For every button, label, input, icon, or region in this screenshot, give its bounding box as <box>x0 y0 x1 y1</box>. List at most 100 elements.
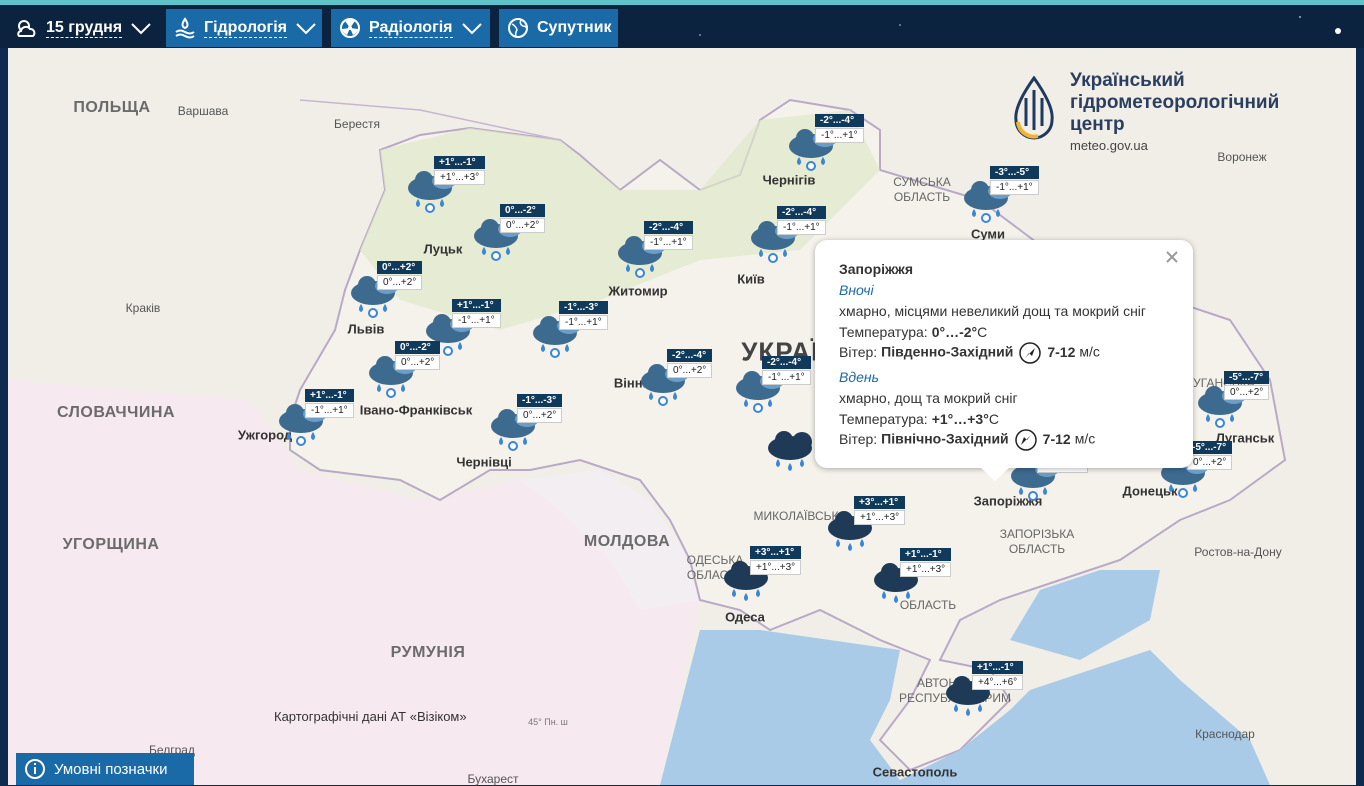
day-temp: 0°...+2° <box>395 355 441 370</box>
map-label: РУМУНІЯ <box>390 644 466 661</box>
night-temp: +1°...-1° <box>452 299 501 312</box>
map-label: Краснодар <box>1195 727 1255 741</box>
temp-box: +1°...-1° +1°...+3° <box>900 548 952 577</box>
chevron <box>461 23 482 35</box>
temp-box: 0°...+2° 0°...+2° <box>377 261 423 290</box>
temp-box: +1°...-1° -1°...+1° <box>305 389 354 418</box>
hydrology-menu[interactable]: Гідрологія <box>166 9 322 47</box>
map-label: ОБЛАСТЬ <box>1008 542 1066 556</box>
forecast-marker[interactable]: +3°...+1° +1°...+3° <box>718 546 802 613</box>
forecast-marker[interactable]: -2°...-4° -1°...+1° <box>745 206 826 273</box>
date-selector[interactable]: 15 грудня <box>14 9 160 47</box>
map-label: СЛОВАЧЧИНА <box>56 404 176 421</box>
forecast-marker[interactable]: -3°...-5° -1°...+1° <box>958 166 1039 233</box>
forecast-marker[interactable]: +1°...-1° -1°...+1° <box>273 389 354 456</box>
description: хмарно, місцями невеликий дощ та мокрий … <box>839 303 1147 319</box>
forecast-marker[interactable]: -5°...-7° 0°...+2° <box>1192 371 1270 438</box>
temp-box: -3°...-5° -1°...+1° <box>990 166 1039 195</box>
night-temp: +1°...-1° <box>972 661 1024 674</box>
globe-icon <box>508 18 528 38</box>
night-temp: -2°...-4° <box>644 221 693 234</box>
wind-label: Вітер: <box>839 430 878 447</box>
forecast-marker[interactable]: -2°...-4° 0°...+2° <box>635 349 713 416</box>
period-name: Вдень <box>839 369 879 385</box>
chevron <box>131 23 151 35</box>
popup: Запоріжжя Вночі хмарно, місцями невеликий… <box>815 240 1193 481</box>
radiology-menu[interactable]: Радіологія <box>331 9 490 47</box>
forecast-marker[interactable]: -2°...-4° -1°...+1° <box>730 356 811 423</box>
temp-label: Температура: <box>839 411 928 427</box>
map-label: Київ <box>737 271 765 287</box>
forecast-marker[interactable]: 0°...-2° 0°...+2° <box>363 341 441 408</box>
map-label: Івано-Франківськ <box>359 402 473 418</box>
day-temp: 0°...+2° <box>500 218 546 233</box>
forecast-marker[interactable]: 0°...+2° 0°...+2° <box>345 261 423 328</box>
wind-arrow <box>1009 429 1043 451</box>
night-temp: -5°...-7° <box>1224 371 1270 384</box>
map-label: МОЛДОВА <box>583 533 671 550</box>
forecast-marker[interactable]: -2°...-4° -1°...+1° <box>783 114 864 181</box>
logo-line: центр <box>1070 114 1125 135</box>
night-temp: 0°...-2° <box>395 341 441 354</box>
night-temp: -5°...-7° <box>1187 441 1233 454</box>
stars <box>699 16 1341 36</box>
map-label: Запоріжжя <box>973 493 1043 509</box>
legend-label: Умовні позначки <box>54 760 168 778</box>
forecast-marker[interactable]: -1°...-3° -1°...+1° <box>527 301 608 368</box>
temp-box: -5°...-7° 0°...+2° <box>1224 371 1270 400</box>
wind-direction: Південно-Західний <box>881 343 1014 360</box>
temp-value: +1°…+3° <box>931 411 989 427</box>
temp-value: 0°…-2° <box>931 324 978 340</box>
day-temp: 0°...+2° <box>517 408 563 423</box>
forecast-marker[interactable]: +3°...+1° +1°...+3° <box>822 496 906 563</box>
water-icon <box>175 17 195 39</box>
popup-pointer <box>980 467 1010 481</box>
night-temp: -1°...-3° <box>559 301 608 314</box>
day-temp: 0°...+2° <box>1224 385 1270 400</box>
forecast-marker[interactable]: -1°...-3° 0°...+2° <box>485 394 563 461</box>
map-label: Бухарест <box>467 772 519 786</box>
day-temp: -1°...+1° <box>644 235 693 250</box>
forecast-marker[interactable]: +1°...-1° +1°...+3° <box>402 156 486 223</box>
night-temp: -3°...-5° <box>990 166 1039 179</box>
wind-speed: 7-12 <box>1047 343 1076 360</box>
map-label: Краків <box>125 301 161 315</box>
weather-icon <box>762 428 824 483</box>
temp-unit: C <box>977 324 988 340</box>
night-temp: +3°...+1° <box>854 496 906 509</box>
chevron <box>296 23 316 35</box>
temp-label: Температура: <box>839 324 928 340</box>
day-temp: 0°...+2° <box>667 363 713 378</box>
map-label: ЗАПОРІЗЬКА <box>999 527 1075 541</box>
forecast-marker[interactable]: +1°...-1° +4°...+6° <box>940 661 1024 728</box>
close-button[interactable] <box>1163 248 1183 268</box>
forecast-marker[interactable]: -2°...-4° -1°...+1° <box>612 221 693 288</box>
map-label: УГОРЩИНА <box>62 536 160 553</box>
forecast-marker[interactable]: +1°...-1° +1°...+3° <box>868 548 952 615</box>
map-label: Чернівці <box>456 454 512 470</box>
day-temp: -1°...+1° <box>990 180 1039 195</box>
day-temp: -1°...+1° <box>305 403 354 418</box>
map-label: Луцьк <box>423 241 463 257</box>
date: 15 грудня <box>46 18 123 38</box>
day-temp: +1°...+3° <box>434 170 486 185</box>
wind-arrow <box>1013 342 1047 364</box>
map-label: СУМСЬКА <box>893 175 951 189</box>
night-temp: 0°...-2° <box>500 204 546 217</box>
map-label: ОДЕСЬКА <box>686 553 744 567</box>
forecast-marker[interactable]: 0°...-2° 0°...+2° <box>468 204 546 271</box>
day-temp: -1°...+1° <box>815 128 864 143</box>
map-label: Донецьк <box>1122 483 1178 499</box>
map-label: Суми <box>970 226 1006 242</box>
temp-box: +1°...-1° +1°...+3° <box>434 156 486 185</box>
legend-button[interactable]: Умовні позначки <box>16 753 194 785</box>
wind-direction: Північно-Західний <box>881 430 1009 447</box>
menu-label: Супутник <box>537 19 612 36</box>
temp-box: -2°...-4° 0°...+2° <box>667 349 713 378</box>
day-temp: 0°...+2° <box>1187 455 1233 470</box>
map-label: ОБЛАСТЬ <box>899 598 957 612</box>
satellite-menu[interactable]: Супутник <box>499 9 618 47</box>
forecast-marker[interactable]: +1°...-1° -1°...+1° <box>420 299 501 366</box>
logo-url[interactable]: meteo.gov.ua <box>1070 138 1148 153</box>
